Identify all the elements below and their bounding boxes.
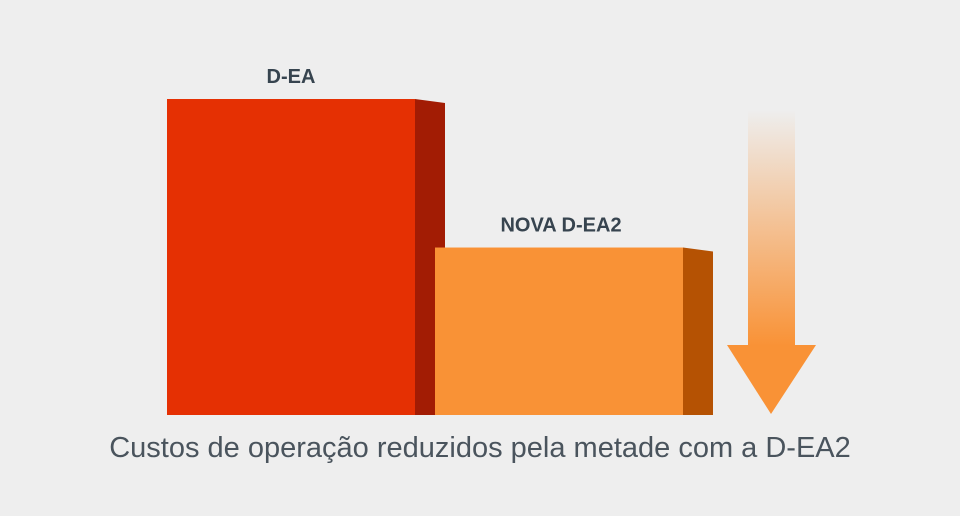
arrow-shaft: [748, 110, 795, 346]
down-arrow-icon: [727, 345, 816, 414]
bar-side-1: [683, 247, 713, 415]
bar-1: [435, 247, 683, 415]
bar-label-d-ea: D-EA: [267, 66, 316, 88]
bar-label-nova-d-ea2: NOVA D-EA2: [500, 215, 621, 237]
bar-0: [167, 99, 415, 415]
caption: Custos de operação reduzidos pela metade…: [109, 432, 851, 464]
